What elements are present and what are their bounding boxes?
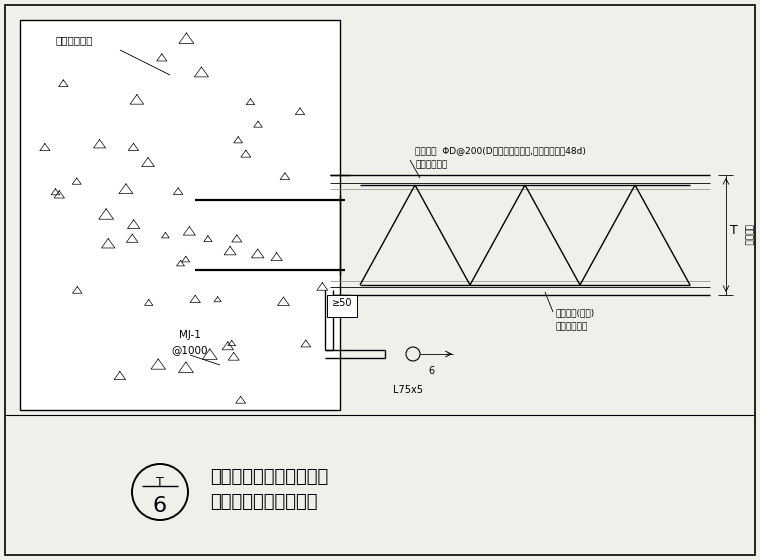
Text: 核心筒剪力墙: 核心筒剪力墙 — [55, 35, 93, 45]
Text: MJ-1: MJ-1 — [179, 330, 201, 340]
Text: 楼板厚度: 楼板厚度 — [743, 224, 752, 246]
Text: 详结构施工图: 详结构施工图 — [555, 322, 587, 331]
Text: T: T — [730, 223, 738, 236]
Text: 拉锚钢筋  ΦD@200(D用钢筋桁架上弦,外伸长度满足48d): 拉锚钢筋 ΦD@200(D用钢筋桁架上弦,外伸长度满足48d) — [415, 146, 586, 155]
Text: 6: 6 — [153, 496, 167, 516]
Text: 详结构施工图: 详结构施工图 — [415, 160, 447, 169]
Text: 6: 6 — [428, 366, 434, 376]
Text: @1000: @1000 — [172, 345, 208, 355]
Bar — [327, 295, 357, 317]
Bar — [324, 290, 333, 350]
Text: ≥50: ≥50 — [332, 298, 352, 308]
Text: T: T — [156, 475, 164, 488]
Bar — [20, 20, 340, 410]
Text: 钢筋桁架垂直于剪力墙: 钢筋桁架垂直于剪力墙 — [210, 493, 318, 511]
Text: L75x5: L75x5 — [393, 385, 423, 395]
Text: 拉锚钢筋(如需): 拉锚钢筋(如需) — [555, 308, 594, 317]
Text: 楼承板与剪力墙连接节点: 楼承板与剪力墙连接节点 — [210, 468, 328, 486]
